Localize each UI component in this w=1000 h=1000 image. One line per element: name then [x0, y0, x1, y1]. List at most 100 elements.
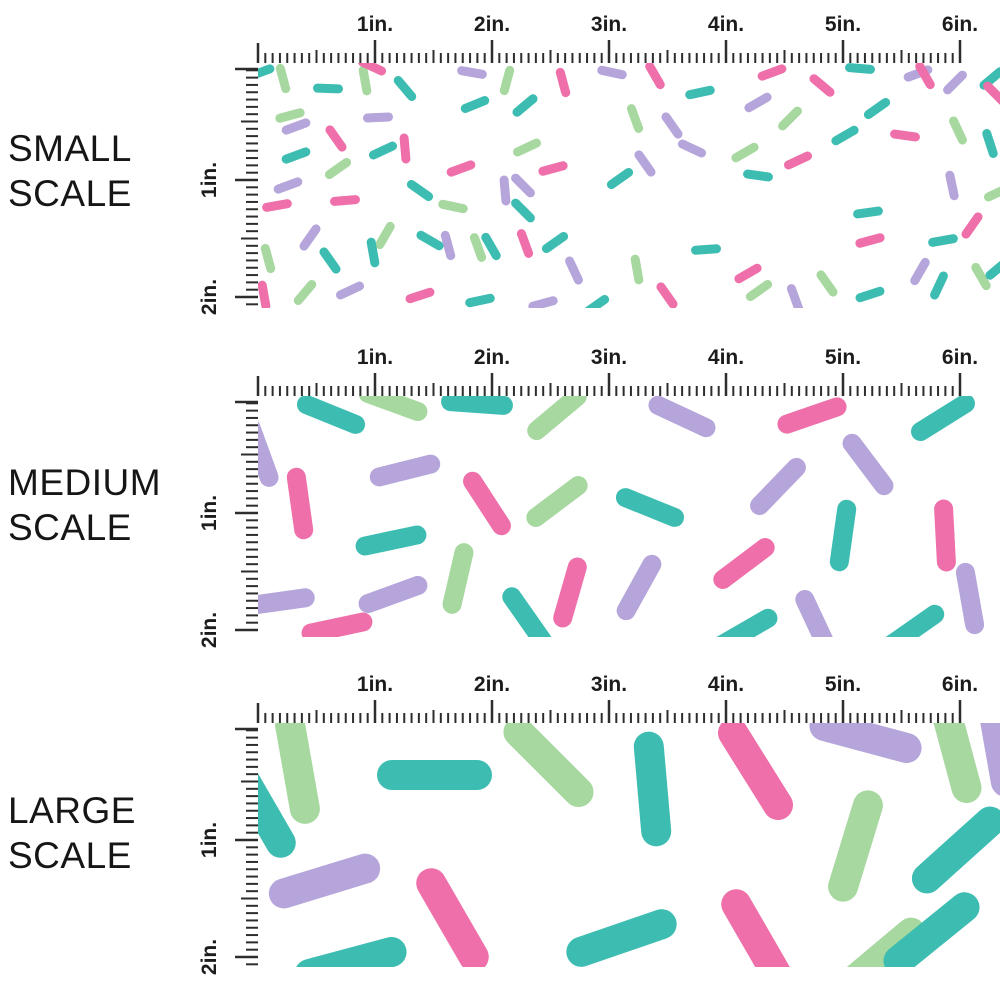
sprinkle	[405, 177, 435, 203]
sprinkle	[908, 255, 932, 287]
sprinkle	[944, 169, 960, 201]
sprinkle	[854, 285, 886, 303]
ruler-inch-label: 6in.	[942, 673, 978, 696]
sprinkle	[274, 63, 292, 94]
fabric-swatch-small	[258, 63, 1000, 308]
sprinkle	[440, 396, 514, 415]
ruler-inch-label: 1in.	[357, 346, 393, 369]
ruler-inch-label: 2in.	[198, 939, 221, 975]
sprinkle	[838, 429, 898, 499]
sprinkle	[362, 111, 394, 123]
sprinkle	[523, 396, 591, 444]
sprinkle	[981, 127, 999, 159]
ruler-inch-label: 6in.	[942, 13, 978, 36]
sprinkle	[285, 466, 315, 540]
sprinkle	[391, 73, 419, 103]
vertical-ruler-ticks: 1in. 2in.	[198, 67, 258, 315]
ruler-inch-label: 1in.	[357, 13, 393, 36]
ruler-inch-label: 4in.	[708, 346, 744, 369]
sprinkle	[258, 63, 276, 82]
sprinkle	[625, 102, 645, 134]
vertical-ruler-ticks: 1in. 2in.	[198, 400, 258, 648]
sprinkle	[823, 786, 887, 906]
sprinkle	[323, 155, 353, 181]
sprinkle	[510, 91, 540, 119]
horizontal-ruler-ticks: 1in. 2in. 3in. 4in. 5in. 6in.	[256, 13, 978, 63]
sprinkle	[729, 140, 761, 164]
sprinkle	[927, 232, 959, 248]
sprinkle	[294, 396, 368, 437]
sprinkle	[829, 123, 861, 147]
sprinkle	[550, 554, 590, 630]
sprinkle	[862, 95, 892, 121]
sprinkle	[258, 279, 272, 308]
sprinkle	[367, 139, 399, 161]
scale-label-line: SCALE	[8, 173, 132, 214]
sprinkle	[437, 198, 469, 214]
sprinkle	[399, 132, 411, 164]
sprinkle	[807, 71, 837, 99]
ruler-inch-label: 1in.	[198, 495, 221, 531]
sprinkle	[261, 197, 293, 213]
sprinkle	[805, 723, 925, 767]
sprinkle	[782, 149, 814, 171]
sprinkle	[280, 145, 312, 165]
fabric-swatch-large	[258, 723, 1000, 967]
sprinkle	[742, 90, 774, 114]
sprinkle	[878, 600, 948, 637]
ruler-inch-label: 1in.	[357, 673, 393, 696]
scale-label-line: SMALL	[8, 128, 132, 169]
sprinkle	[323, 123, 349, 153]
sprinkle	[732, 261, 764, 285]
sprinkle	[632, 730, 672, 848]
sprinkle	[774, 396, 850, 436]
sprinkle	[297, 222, 323, 252]
sprinkle	[715, 883, 799, 967]
sprinkle	[459, 467, 515, 539]
ruler-inch-label: 5in.	[825, 13, 861, 36]
ruler-inch-label: 2in.	[474, 13, 510, 36]
sprinkle	[355, 396, 431, 424]
sprinkle	[258, 586, 316, 616]
scale-label-line: LARGE	[8, 790, 136, 831]
sprinkle	[742, 168, 774, 182]
sprinkle	[561, 905, 681, 967]
ruler-inch-label: 2in.	[198, 612, 221, 648]
scale-label-line: MEDIUM	[8, 462, 162, 503]
sprinkle	[456, 64, 488, 80]
sprinkle	[690, 243, 722, 255]
scale-label-line: SCALE	[8, 835, 132, 876]
sprinkle	[659, 110, 685, 140]
sprinkle	[410, 862, 494, 967]
sprinkle	[928, 269, 950, 301]
ruler-inch-label: 3in.	[591, 13, 627, 36]
sprinkle	[272, 175, 304, 195]
ruler-inch-label: 5in.	[825, 673, 861, 696]
ruler-inch-label: 3in.	[591, 673, 627, 696]
sprinkle	[540, 229, 570, 255]
sprinkle	[854, 231, 886, 249]
sprinkle	[498, 64, 516, 96]
sprinkle	[645, 396, 719, 440]
ruler-inch-label: 5in.	[825, 346, 861, 369]
sprinkle	[353, 523, 429, 557]
sprinkle	[554, 66, 572, 98]
sprinkle	[498, 583, 556, 637]
ruler-inch-label: 6in.	[942, 346, 978, 369]
sprinkle	[684, 84, 716, 100]
sprinkle	[312, 82, 344, 94]
sprinkle	[947, 114, 969, 146]
ruler-inch-label: 4in.	[708, 13, 744, 36]
sprinkle	[756, 63, 788, 82]
sprinkle	[264, 849, 384, 913]
ruler-inch-label: 2in.	[474, 673, 510, 696]
sprinkle	[373, 219, 397, 251]
sprinkle	[933, 498, 957, 572]
ruler-inch-label: 4in.	[708, 673, 744, 696]
sprinkle	[828, 498, 858, 572]
sprinkle	[537, 159, 569, 177]
sprinkle	[258, 414, 282, 490]
sprinkle	[905, 800, 1000, 900]
sprinkle	[496, 723, 600, 814]
small-scale-label: SMALL SCALE	[8, 126, 238, 216]
